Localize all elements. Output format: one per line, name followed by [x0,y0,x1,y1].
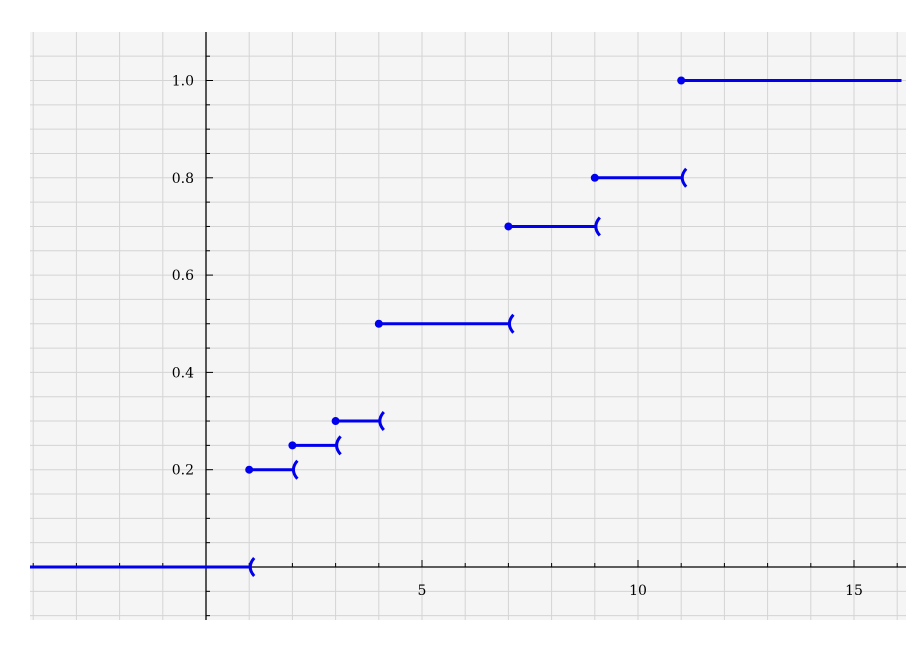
open-endpoint-bracket [680,167,688,188]
open-endpoint-bracket [335,435,342,456]
open-endpoint-bracket [594,216,601,237]
x-tick-label: 10 [629,583,647,599]
closed-endpoint-dot [504,222,513,231]
open-endpoint-bracket [248,557,256,577]
closed-endpoint-dot [374,319,383,328]
y-tick-label: 0.6 [172,268,194,284]
grid [30,32,906,620]
closed-endpoint-dot [677,76,686,85]
plot-background [30,32,906,620]
closed-endpoint-dot [331,417,340,426]
open-endpoint-bracket [507,313,515,334]
open-endpoint-bracket [378,411,385,432]
y-tick-label: 0.8 [172,171,194,187]
series [30,76,902,577]
open-endpoint-bracket [291,459,299,480]
y-tick-label: 0.2 [172,463,194,479]
closed-endpoint-dot [590,173,599,182]
y-tick-label: 0.4 [172,365,194,381]
tick-labels: 5 10 15 0.2 0.4 0.6 0.8 1.0 [172,74,863,600]
tick-marks [32,55,898,617]
x-tick-label: 5 [418,583,427,599]
closed-endpoint-dot [288,441,297,450]
x-tick-label: 15 [845,583,863,599]
closed-endpoint-dot [245,465,254,474]
y-tick-label: 1.0 [172,74,194,90]
